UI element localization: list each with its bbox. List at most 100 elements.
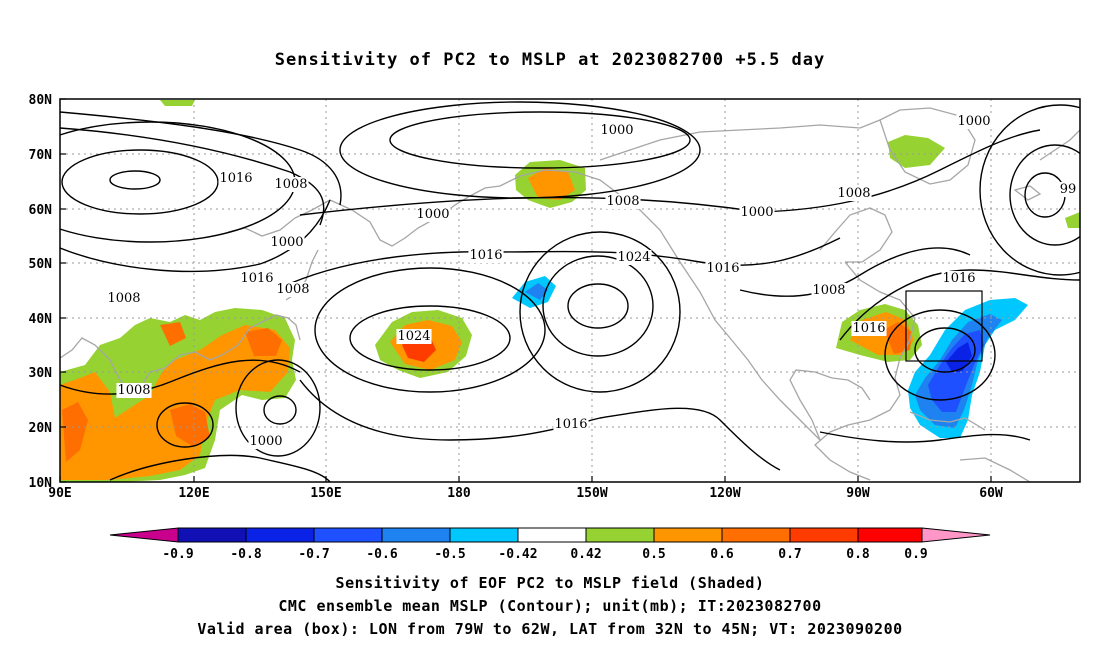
caption-shaded: Sensitivity of EOF PC2 to MSLP field (Sh… — [335, 574, 765, 592]
colorbar-swatch — [177, 527, 247, 543]
clabel-13: 1008 — [107, 291, 140, 306]
shade-green-greenland — [888, 135, 945, 168]
y-tick-label: 70N — [29, 148, 53, 163]
colorbar-swatch — [789, 527, 859, 543]
y-tick-label: 50N — [29, 257, 53, 272]
contour-label-bg — [468, 248, 504, 263]
contour-label-bg — [218, 171, 254, 186]
y-tick-label: 80N — [29, 93, 53, 108]
colorbar-label: -0.8 — [230, 547, 261, 562]
coast-asia-north — [227, 199, 406, 247]
contour-ne-mid — [542, 255, 654, 357]
clabel-16: 1000 — [957, 114, 990, 129]
contour-india-1008 — [60, 359, 301, 395]
colorbar-end-left — [109, 527, 179, 543]
contour-atl-low-outer — [884, 309, 996, 401]
coast-caribbean — [909, 411, 986, 431]
y-tick-label: 20N — [29, 421, 53, 436]
clabel-9: 1008 — [276, 282, 309, 297]
colorbar-label: -0.7 — [298, 547, 329, 562]
contour-label-bg — [396, 329, 432, 344]
clabel-1: 1000 — [600, 123, 633, 138]
shade-blue-north-pacific-core — [525, 283, 548, 300]
shade-darkorange-eastern-us — [884, 322, 912, 354]
contour-na-1008 — [739, 247, 971, 297]
contour-label-bg — [851, 321, 887, 336]
shade-darkorange-1 — [62, 402, 88, 462]
coast-hudson — [819, 207, 893, 263]
clabel-15: 1016 — [942, 271, 975, 286]
x-tick-labels: 90E 120E 150E 180 150W 120W 90W 60W — [48, 486, 1003, 501]
coast-iceland — [1013, 185, 1042, 201]
colorbar-swatch — [245, 527, 315, 543]
contour-atl-low — [914, 327, 976, 373]
x-tick-label: 120E — [178, 486, 209, 501]
x-tick-label: 90E — [48, 486, 71, 501]
contour-na-1000 — [759, 129, 1041, 213]
contour-india-1000 — [109, 454, 331, 482]
contour-eastasia-low-inner — [263, 395, 297, 425]
shade-darkorange-2 — [170, 404, 210, 446]
y-tick-labels: 80N 70N 60N 50N 40N 30N 20N 10N — [29, 93, 53, 491]
clabel-22: 1000 — [249, 434, 282, 449]
clabel-20: 1008 — [117, 383, 150, 398]
contour-label-bg — [605, 194, 641, 209]
contour-label-bg — [553, 417, 589, 432]
colorbar-swatch — [449, 527, 519, 543]
x-tick-label: 60W — [979, 486, 1003, 501]
contour-siberia-mid — [61, 149, 219, 215]
axis-ticks — [59, 98, 992, 483]
colorbar-label: 0.5 — [642, 547, 665, 562]
contour-label-bg — [239, 271, 275, 286]
map-plot-area: 1000 1016 1008 1000 1000 1008 1000 1008 … — [60, 99, 1080, 482]
colorbar: -0.9 -0.8 -0.7 -0.6 -0.5 -0.42 0.42 0.5 … — [109, 527, 991, 562]
clabel-4: 1000 — [416, 207, 449, 222]
map-frame — [59, 98, 1081, 483]
coast-canada-arctic — [599, 119, 881, 161]
contour-label-bg — [269, 235, 305, 250]
x-tick-label: 180 — [447, 486, 471, 501]
contour-label-bg — [941, 271, 977, 286]
clabel-12: 1016 — [706, 261, 739, 276]
contour-iceland-low-mid — [1009, 144, 1080, 246]
contour-pacific-1016-south — [299, 379, 781, 471]
colorbar-label: -0.5 — [434, 547, 465, 562]
contour-label-bg — [836, 186, 872, 201]
contour-pacific-1016 — [279, 237, 841, 289]
shade-green-mongolia — [160, 100, 195, 106]
contour-label-bg — [273, 177, 309, 192]
contour-na-1016 — [839, 269, 1080, 341]
coast-greenland — [879, 107, 976, 185]
clabel-10: 1016 — [469, 248, 502, 263]
contour-atl-south — [819, 431, 1031, 443]
contour-asia-north — [60, 111, 342, 206]
clabel-8: 1008 — [837, 186, 870, 201]
contour-label-bg — [616, 250, 652, 265]
coast-south-america — [959, 457, 1031, 482]
contour-asia-north-2 — [60, 127, 325, 226]
y-tick-label: 10N — [29, 476, 53, 491]
contour-label-bg — [415, 207, 451, 222]
colorbar-label: -0.6 — [366, 547, 397, 562]
clabel-17: 1016 — [852, 321, 885, 336]
clabel-6: 1008 — [606, 194, 639, 209]
x-tick-label: 90W — [846, 486, 870, 501]
contour-label-bg — [956, 114, 992, 129]
clabel-5: 1000 — [270, 235, 303, 250]
contour-label-bg — [106, 291, 142, 306]
colorbar-swatch — [517, 527, 587, 543]
shade-deepblue-atlantic — [946, 342, 972, 372]
clabel-19: 1016 — [554, 417, 587, 432]
contour-label-bg — [739, 205, 775, 220]
y-tick-label: 60N — [29, 203, 53, 218]
page-title: Sensitivity of PC2 to MSLP at 2023082700… — [274, 50, 826, 70]
contour-label-bg — [811, 283, 847, 298]
coast-us-east — [814, 261, 916, 481]
colorbar-swatch — [721, 527, 791, 543]
colorbar-end-right — [921, 527, 991, 543]
colorbar-swatch — [653, 527, 723, 543]
contour-asia-1008 — [60, 199, 331, 273]
shade-darkorange-4 — [160, 322, 186, 346]
colorbar-label: -0.9 — [162, 547, 193, 562]
